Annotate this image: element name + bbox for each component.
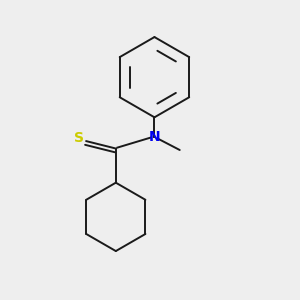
Text: N: N	[148, 130, 160, 144]
Text: S: S	[74, 130, 84, 145]
